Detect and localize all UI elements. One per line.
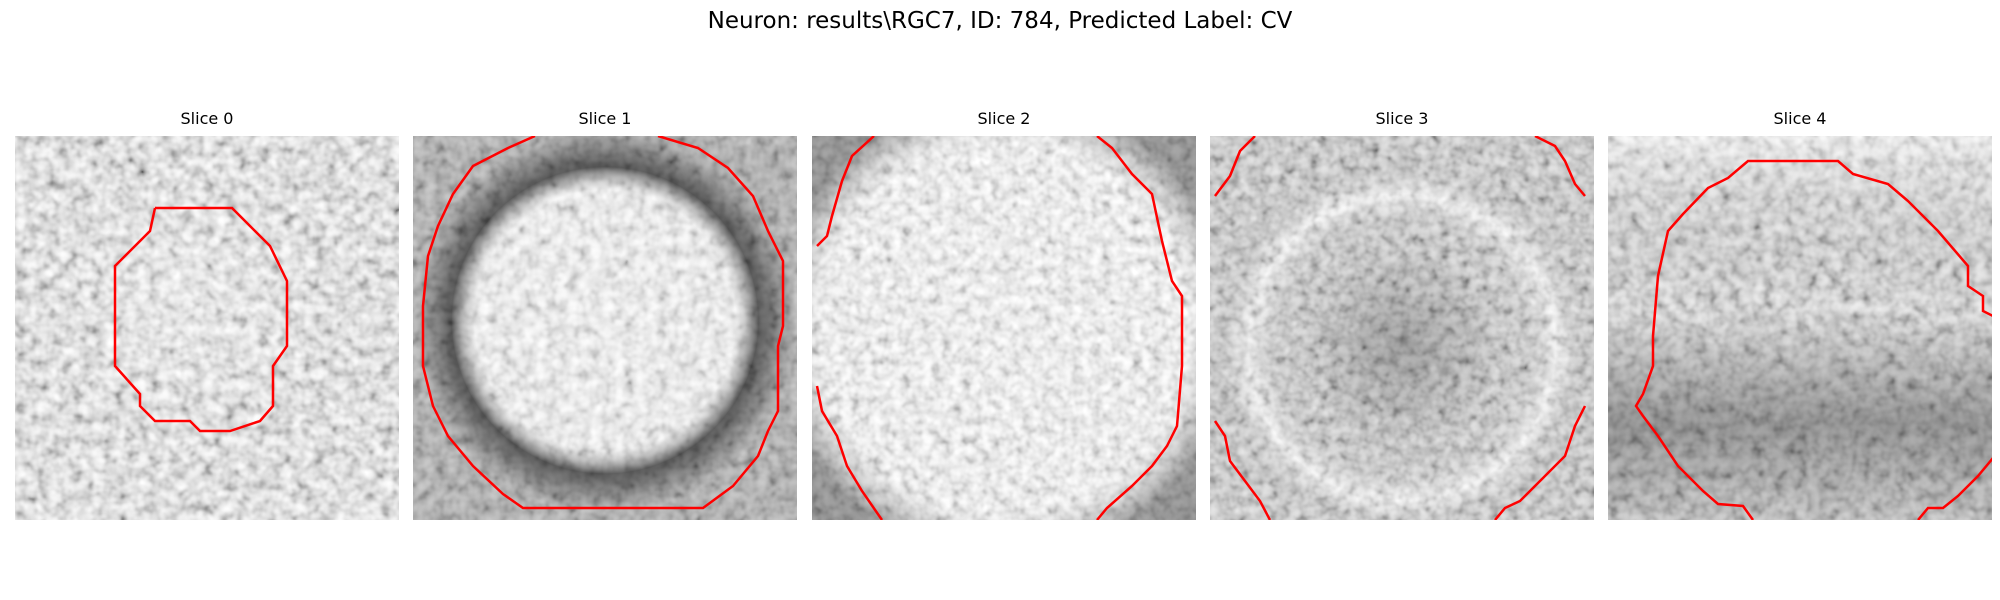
contour-0 xyxy=(113,206,289,433)
contour-2b xyxy=(1096,136,1184,520)
contour-3d xyxy=(1494,405,1587,520)
slice-panel-3: Slice 3 xyxy=(1210,108,1594,520)
figure-title: Neuron: results\RGC7, ID: 784, Predicted… xyxy=(707,8,1293,34)
slice-title-3: Slice 3 xyxy=(1375,109,1429,128)
contour-1 xyxy=(421,136,785,510)
contour-2c xyxy=(815,385,884,520)
slice-title-1: Slice 1 xyxy=(578,109,632,128)
slice-title-2: Slice 2 xyxy=(977,109,1031,128)
slice-image-0 xyxy=(15,136,399,520)
slice-image-4 xyxy=(1608,136,1992,520)
contour-3b xyxy=(1534,136,1586,197)
contour-3c xyxy=(1213,420,1272,520)
slice-image-2 xyxy=(812,136,1196,520)
slice-panel-0: Slice 0 xyxy=(15,108,399,520)
slice-panel-2: Slice 2 xyxy=(812,108,1196,520)
contour-4a xyxy=(1634,159,1992,520)
slice-title-0: Slice 0 xyxy=(180,109,234,128)
contour-3a xyxy=(1214,136,1256,197)
slice-image-3 xyxy=(1210,136,1594,520)
slice-title-4: Slice 4 xyxy=(1773,109,1827,128)
slice-panel-1: Slice 1 xyxy=(413,108,797,520)
slice-panel-4: Slice 4 xyxy=(1608,108,1992,520)
slice-image-1 xyxy=(413,136,797,520)
contour-4b xyxy=(1917,457,1992,520)
contour-2a xyxy=(816,136,875,247)
